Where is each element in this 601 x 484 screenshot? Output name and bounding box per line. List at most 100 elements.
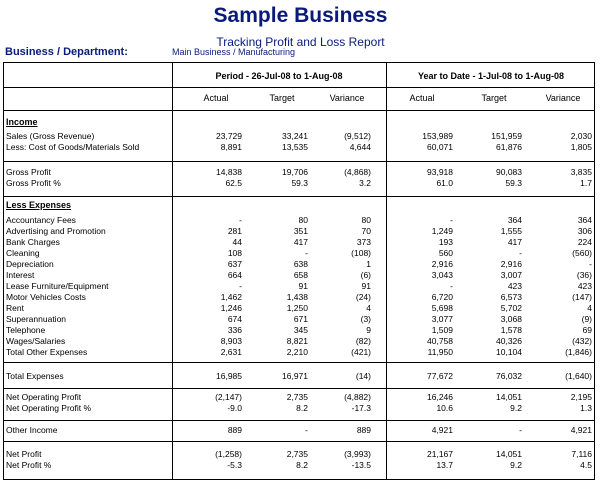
cell-value: 224: [577, 237, 592, 247]
cell-value: (108): [351, 248, 371, 258]
cell-value: 4.5: [580, 460, 592, 470]
cell-value: 4,921: [570, 425, 592, 435]
cell-value: 4: [366, 303, 371, 313]
cell-value: 674: [227, 314, 242, 324]
table-row: Net Profit (1,258) 2,735 (3,993) 21,167 14,05…: [4, 449, 594, 460]
cell-value: 8,821: [286, 336, 308, 346]
table-row: Advertising and Promotion 281 351 70 1,249 1,…: [4, 226, 594, 237]
table-row: Lease Furniture/Equipment - 91 91 - 423 423: [4, 281, 594, 292]
cell-value: 33,241: [282, 131, 308, 141]
cell-value: 1,555: [500, 226, 522, 236]
cell-value: 21,167: [427, 449, 453, 459]
cell-value: 8,891: [220, 142, 242, 152]
table-row: Less: Cost of Goods/Materials Sold 8,891 1…: [4, 142, 594, 153]
cell-value: 364: [577, 215, 592, 225]
cell-value: (560): [572, 248, 592, 258]
cell-value: 19,706: [282, 167, 308, 177]
cell-value: 7,116: [571, 449, 592, 459]
table-row: Cleaning 108 - (108) 560 - (560): [4, 248, 594, 259]
table-row: Net Profit % -5.3 8.2 -13.5 13.7 9.2 4.5: [4, 460, 594, 471]
cell-value: 153,989: [422, 131, 453, 141]
cell-value: (1,258): [215, 449, 242, 459]
cell-value: 3.2: [359, 178, 371, 188]
table-row: Telephone 336 345 9 1,509 1,578 69: [4, 325, 594, 336]
header-divider: [4, 110, 594, 111]
row-label: Wages/Salaries: [6, 336, 66, 346]
cell-value: 193: [438, 237, 453, 247]
row-label: Interest: [6, 270, 35, 280]
row-divider: [4, 388, 594, 389]
cell-value: 108: [227, 248, 242, 258]
cell-value: 671: [293, 314, 308, 324]
cell-value: 10.6: [436, 403, 453, 413]
cell-value: 1,805: [570, 142, 592, 152]
table-row: Total Other Expenses 2,631 2,210 (421) 11,95…: [4, 347, 594, 358]
row-label: Depreciation: [6, 259, 54, 269]
table-row: Gross Profit % 62.5 59.3 3.2 61.0 59.3 1.7: [4, 178, 594, 189]
cell-value: -17.3: [351, 403, 371, 413]
cell-value: 281: [227, 226, 242, 236]
cell-value: 80: [298, 215, 308, 225]
table-row: Accountancy Fees - 80 80 - 364 364: [4, 215, 594, 226]
row-label: Lease Furniture/Equipment: [6, 281, 109, 291]
row-label: Superannuation: [6, 314, 67, 324]
cell-value: 6,720: [431, 292, 453, 302]
cell-value: 60,071: [427, 142, 453, 152]
section-header-less-expenses: Less Expenses: [6, 200, 72, 210]
cell-value: 1.7: [580, 178, 592, 188]
cell-value: 351: [293, 226, 308, 236]
cell-value: 2,631: [220, 347, 242, 357]
table-row: Interest 664 658 (6) 3,043 3,007 (36): [4, 270, 594, 281]
cell-value: 4,921: [431, 425, 453, 435]
cell-value: -: [305, 248, 308, 258]
row-label: Net Profit: [6, 449, 42, 459]
cell-value: 5,698: [431, 303, 453, 313]
cell-value: 91: [298, 281, 308, 291]
report-subtitle: Tracking Profit and Loss Report: [216, 35, 385, 49]
ytd-header: Year to Date - 1-Jul-08 to 1-Aug-08: [417, 71, 565, 81]
cell-value: 62.5: [225, 178, 242, 188]
column-header-target: Target: [269, 93, 295, 103]
table-row: Total Expenses 16,985 16,971 (14) 77,672 76,0…: [4, 371, 594, 382]
cell-value: (147): [572, 292, 592, 302]
row-label: Net Operating Profit %: [6, 403, 92, 413]
cell-value: 5,702: [500, 303, 522, 313]
row-divider: [4, 420, 594, 421]
cell-value: 417: [507, 237, 522, 247]
cell-value: -: [519, 425, 522, 435]
cell-value: 1,438: [286, 292, 308, 302]
row-label: Accountancy Fees: [6, 215, 76, 225]
header-divider: [4, 87, 594, 88]
row-label: Net Profit %: [6, 460, 52, 470]
row-divider: [4, 161, 594, 162]
cell-value: 44: [232, 237, 242, 247]
cell-value: (36): [576, 270, 592, 280]
row-label: Less: Cost of Goods/Materials Sold: [6, 142, 140, 152]
cell-value: 889: [227, 425, 242, 435]
cell-value: 3,077: [431, 314, 453, 324]
row-label: Rent: [6, 303, 24, 313]
cell-value: 59.3: [505, 178, 522, 188]
cell-value: 2,195: [570, 392, 592, 402]
cell-value: -: [450, 215, 453, 225]
cell-value: (1,846): [565, 347, 592, 357]
cell-value: 637: [227, 259, 242, 269]
cell-value: (9,512): [344, 131, 371, 141]
cell-value: 8.2: [296, 460, 308, 470]
cell-value: 889: [356, 425, 371, 435]
cell-value: 61,876: [496, 142, 522, 152]
cell-value: -: [589, 259, 592, 269]
row-label: Motor Vehicles Costs: [6, 292, 86, 302]
cell-value: -: [450, 281, 453, 291]
cell-value: 13,535: [282, 142, 308, 152]
cell-value: 23,729: [216, 131, 242, 141]
cell-value: 76,032: [496, 371, 522, 381]
cell-value: 70: [361, 226, 371, 236]
cell-value: 59.3: [291, 178, 308, 188]
cell-value: (4,882): [344, 392, 371, 402]
cell-value: 373: [356, 237, 371, 247]
cell-value: 8,903: [220, 336, 242, 346]
cell-value: (9): [581, 314, 592, 324]
cell-value: 14,051: [496, 392, 522, 402]
table-row: Sales (Gross Revenue) 23,729 33,241 (9,512)…: [4, 131, 594, 142]
